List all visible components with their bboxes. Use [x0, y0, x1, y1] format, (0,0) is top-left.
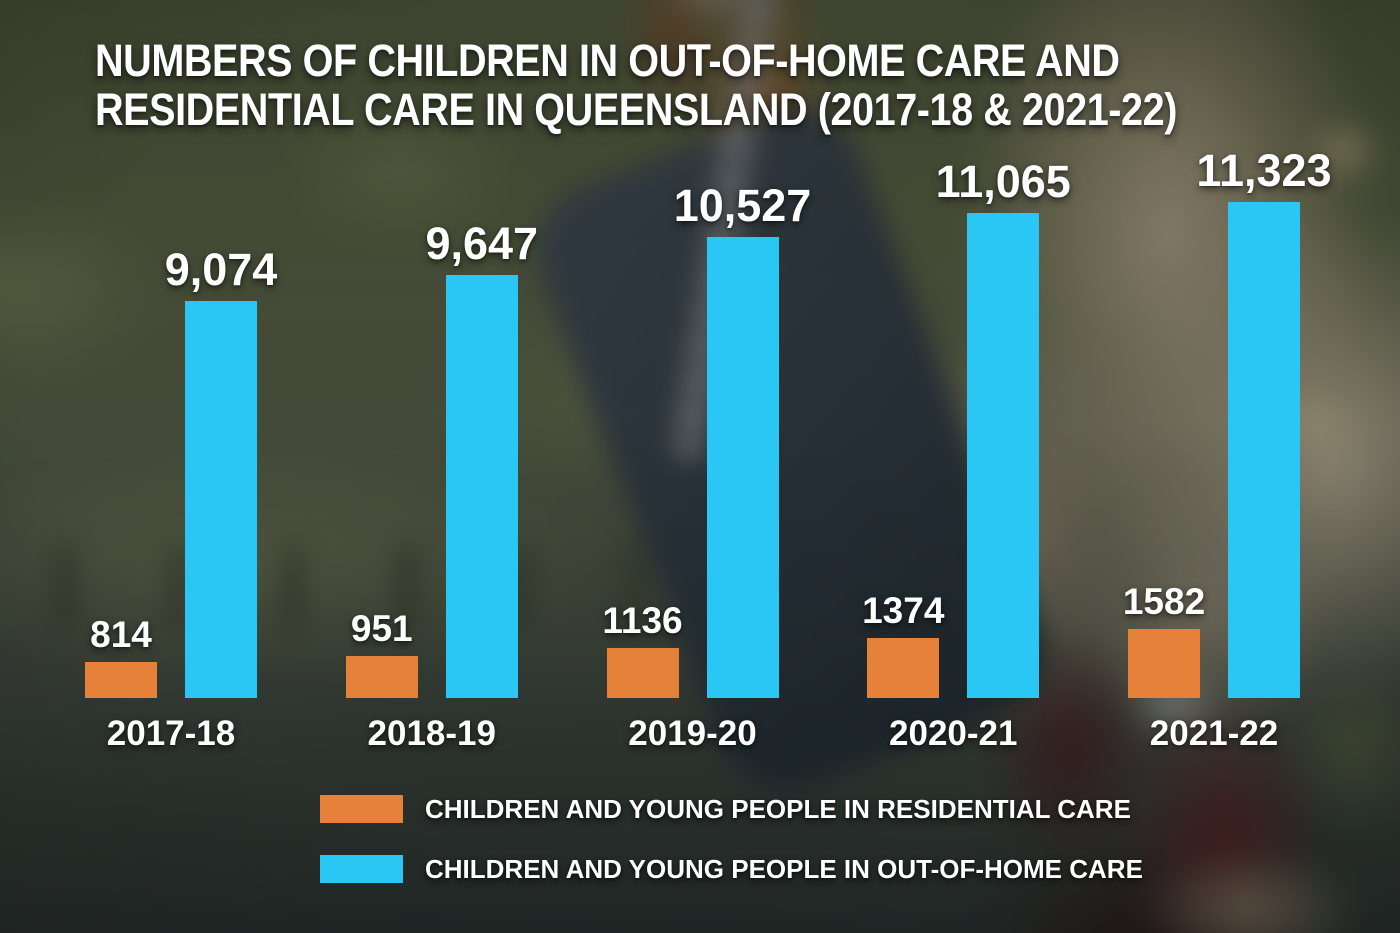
legend-swatch-out-of-home-care — [320, 855, 403, 883]
bar-column-residential-2021-22: 1582 — [1123, 0, 1205, 698]
value-label-out-of-home-2020-21: 11,065 — [935, 156, 1071, 207]
bar-column-residential-2019-20: 1136 — [602, 0, 683, 698]
bar-out-of-home-2021-22 — [1228, 202, 1300, 698]
bar-residential-2021-22 — [1128, 629, 1200, 698]
value-label-out-of-home-2019-20: 10,527 — [673, 180, 812, 231]
value-label-out-of-home-2018-19: 9,647 — [425, 218, 539, 269]
chart-legend: CHILDREN AND YOUNG PEOPLE IN RESIDENTIAL… — [320, 795, 1143, 915]
category-label-2018-19: 2018-19 — [367, 714, 496, 753]
legend-item-residential-care: CHILDREN AND YOUNG PEOPLE IN RESIDENTIAL… — [320, 795, 1143, 823]
bar-out-of-home-2020-21 — [967, 213, 1040, 698]
value-label-residential-2021-22: 1582 — [1122, 581, 1206, 622]
bar-out-of-home-2019-20 — [706, 237, 779, 698]
category-label-2020-21: 2020-21 — [889, 714, 1018, 753]
bar-group-2018-19: 951 9,647 2018-19 — [345, 0, 538, 751]
bar-column-out-of-home-2020-21: 11,065 — [936, 0, 1071, 698]
chart-title-line1: NUMBERS OF CHILDREN IN OUT-OF-HOME CARE … — [95, 35, 1120, 86]
value-label-residential-2020-21: 1374 — [862, 590, 945, 631]
fence-posts-photo-shape — [0, 545, 640, 630]
chart-title: NUMBERS OF CHILDREN IN OUT-OF-HOME CARE … — [95, 36, 1177, 134]
bar-group-2017-18: 814 9,074 2017-18 — [85, 0, 277, 751]
category-label-2021-22: 2021-22 — [1149, 714, 1279, 753]
category-label-2017-18: 2017-18 — [106, 714, 236, 753]
bar-residential-2017-18 — [85, 662, 157, 698]
bar-column-residential-2018-19: 951 — [345, 0, 418, 698]
bar-group-2020-21: 1374 11,065 2020-21 — [862, 0, 1071, 751]
bar-column-out-of-home-2018-19: 9,647 — [425, 0, 538, 698]
chart-title-line2: RESIDENTIAL CARE IN QUEENSLAND (2017-18 … — [95, 84, 1177, 135]
value-label-residential-2019-20: 1136 — [602, 600, 683, 641]
value-label-residential-2018-19: 951 — [350, 608, 413, 649]
legend-label-out-of-home-care: CHILDREN AND YOUNG PEOPLE IN OUT-OF-HOME… — [425, 854, 1143, 884]
bar-residential-2019-20 — [606, 648, 679, 698]
legend-label-residential-care: CHILDREN AND YOUNG PEOPLE IN RESIDENTIAL… — [425, 794, 1131, 824]
value-label-out-of-home-2017-18: 9,074 — [164, 244, 278, 295]
legend-swatch-residential-care — [320, 795, 403, 823]
bar-column-out-of-home-2021-22: 11,323 — [1196, 0, 1332, 698]
bar-group-2019-20: 1136 10,527 2019-20 — [602, 0, 811, 751]
legend-item-out-of-home-care: CHILDREN AND YOUNG PEOPLE IN OUT-OF-HOME… — [320, 855, 1143, 883]
bar-residential-2018-19 — [345, 656, 418, 698]
bar-column-out-of-home-2017-18: 9,074 — [165, 0, 277, 698]
bar-out-of-home-2017-18 — [185, 301, 257, 698]
bar-group-2021-22: 1582 11,323 2021-22 — [1123, 0, 1332, 751]
bar-column-residential-2017-18: 814 — [85, 0, 157, 698]
value-label-residential-2017-18: 814 — [90, 614, 152, 655]
category-label-2019-20: 2019-20 — [628, 714, 757, 753]
bar-chart: 814 9,074 2017-18 951 9,647 2018-19 1136 10,527… — [85, 0, 1332, 751]
bar-residential-2020-21 — [867, 638, 940, 698]
bar-column-out-of-home-2019-20: 10,527 — [674, 0, 811, 698]
value-label-out-of-home-2021-22: 11,323 — [1196, 145, 1332, 196]
bar-column-residential-2020-21: 1374 — [862, 0, 944, 698]
bar-out-of-home-2018-19 — [445, 275, 518, 698]
